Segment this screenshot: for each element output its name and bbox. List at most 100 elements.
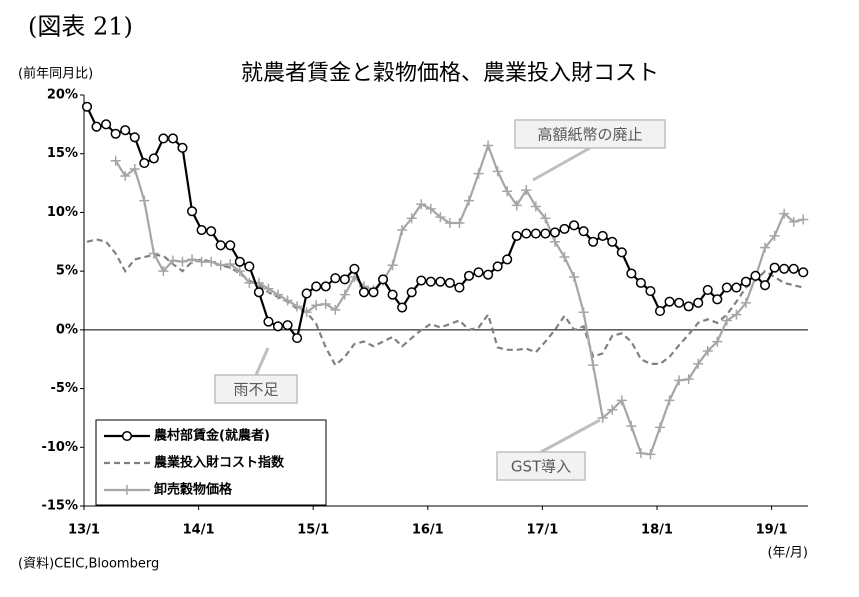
y-tick-label: -5% <box>51 381 78 396</box>
data-point <box>158 133 169 144</box>
annotation-arrow <box>540 418 601 454</box>
data-point <box>492 166 503 177</box>
chart-title: 就農者賃金と穀物価格、農業投入財コスト <box>241 61 659 86</box>
data-point <box>387 260 398 271</box>
data-point <box>435 212 446 223</box>
y-tick-label: 0% <box>56 322 78 337</box>
data-point <box>234 266 245 277</box>
data-point <box>234 256 245 267</box>
data-point <box>721 315 732 326</box>
series-line <box>86 238 804 367</box>
source: (資料)CEIC,Bloomberg <box>18 557 159 572</box>
data-point <box>693 297 704 308</box>
data-point <box>559 223 570 234</box>
data-point <box>206 256 217 267</box>
data-point <box>540 213 551 224</box>
data-point <box>444 217 455 228</box>
data-point <box>425 276 436 287</box>
data-point <box>473 267 484 278</box>
data-point <box>397 225 408 236</box>
data-point <box>358 287 370 298</box>
annotation-arrow <box>254 347 270 376</box>
data-point <box>616 247 627 258</box>
data-point <box>760 242 771 253</box>
y-tick-label: -15% <box>41 499 78 514</box>
data-point <box>674 375 685 386</box>
data-point <box>549 227 561 238</box>
x-tick-label: 15/1 <box>297 523 329 538</box>
data-point <box>712 294 723 305</box>
annotation: 雨不足 <box>233 381 278 399</box>
data-point <box>740 297 751 308</box>
data-point <box>225 240 236 251</box>
data-point <box>101 119 112 130</box>
data-point <box>578 226 589 237</box>
legend-marker <box>122 485 132 495</box>
data-point <box>272 321 284 332</box>
y-tick-label: 20% <box>47 88 78 103</box>
data-point <box>664 395 675 406</box>
y-axis-label: (前年同月比) <box>18 66 93 82</box>
x-tick-label: 13/1 <box>68 523 100 538</box>
data-point <box>110 155 121 166</box>
data-point <box>597 412 608 423</box>
data-point <box>511 200 522 211</box>
data-point <box>120 171 131 182</box>
data-point <box>521 228 532 239</box>
data-point <box>616 395 627 406</box>
data-point <box>253 287 264 298</box>
data-point <box>760 280 771 291</box>
data-point <box>502 186 513 197</box>
data-point <box>492 261 503 272</box>
data-point <box>273 289 283 300</box>
data-point <box>292 301 303 312</box>
data-point <box>693 358 704 369</box>
data-point <box>311 300 322 311</box>
data-point <box>187 254 198 265</box>
data-point <box>91 121 102 132</box>
legend-label: 農村部賃金(就農者) <box>154 428 270 444</box>
data-point <box>530 228 541 239</box>
data-point <box>464 195 474 206</box>
data-point <box>387 289 398 300</box>
data-point <box>654 306 666 317</box>
data-point <box>196 256 207 267</box>
data-point <box>177 256 188 267</box>
data-point <box>674 297 685 308</box>
data-point <box>712 336 723 347</box>
data-point <box>559 252 570 263</box>
data-point <box>177 142 188 153</box>
data-point <box>635 277 646 288</box>
data-point <box>339 289 350 300</box>
data-point <box>664 296 675 307</box>
data-point <box>578 307 589 318</box>
data-point <box>597 230 608 241</box>
data-point <box>282 320 293 331</box>
legend-label: 卸売穀物価格 <box>154 482 233 498</box>
data-point <box>129 132 140 143</box>
data-point <box>425 203 436 214</box>
x-tick-label: 16/1 <box>412 523 444 538</box>
x-tick-label: 19/1 <box>756 523 788 538</box>
data-point <box>196 224 207 236</box>
data-point <box>473 168 484 179</box>
data-point <box>187 206 198 217</box>
legend-marker <box>121 430 133 442</box>
figure-label: (図表 21) <box>28 13 133 41</box>
series-0 <box>81 101 809 344</box>
data-point <box>721 282 732 293</box>
data-point <box>530 201 541 212</box>
data-point <box>167 133 178 144</box>
data-point <box>521 185 532 196</box>
data-point <box>129 163 140 174</box>
data-point <box>683 374 694 385</box>
data-point <box>588 236 599 247</box>
data-point <box>339 274 350 285</box>
data-point <box>483 269 494 280</box>
data-point <box>81 101 93 112</box>
data-point <box>320 299 331 310</box>
data-point <box>740 276 752 287</box>
data-point <box>635 448 646 459</box>
